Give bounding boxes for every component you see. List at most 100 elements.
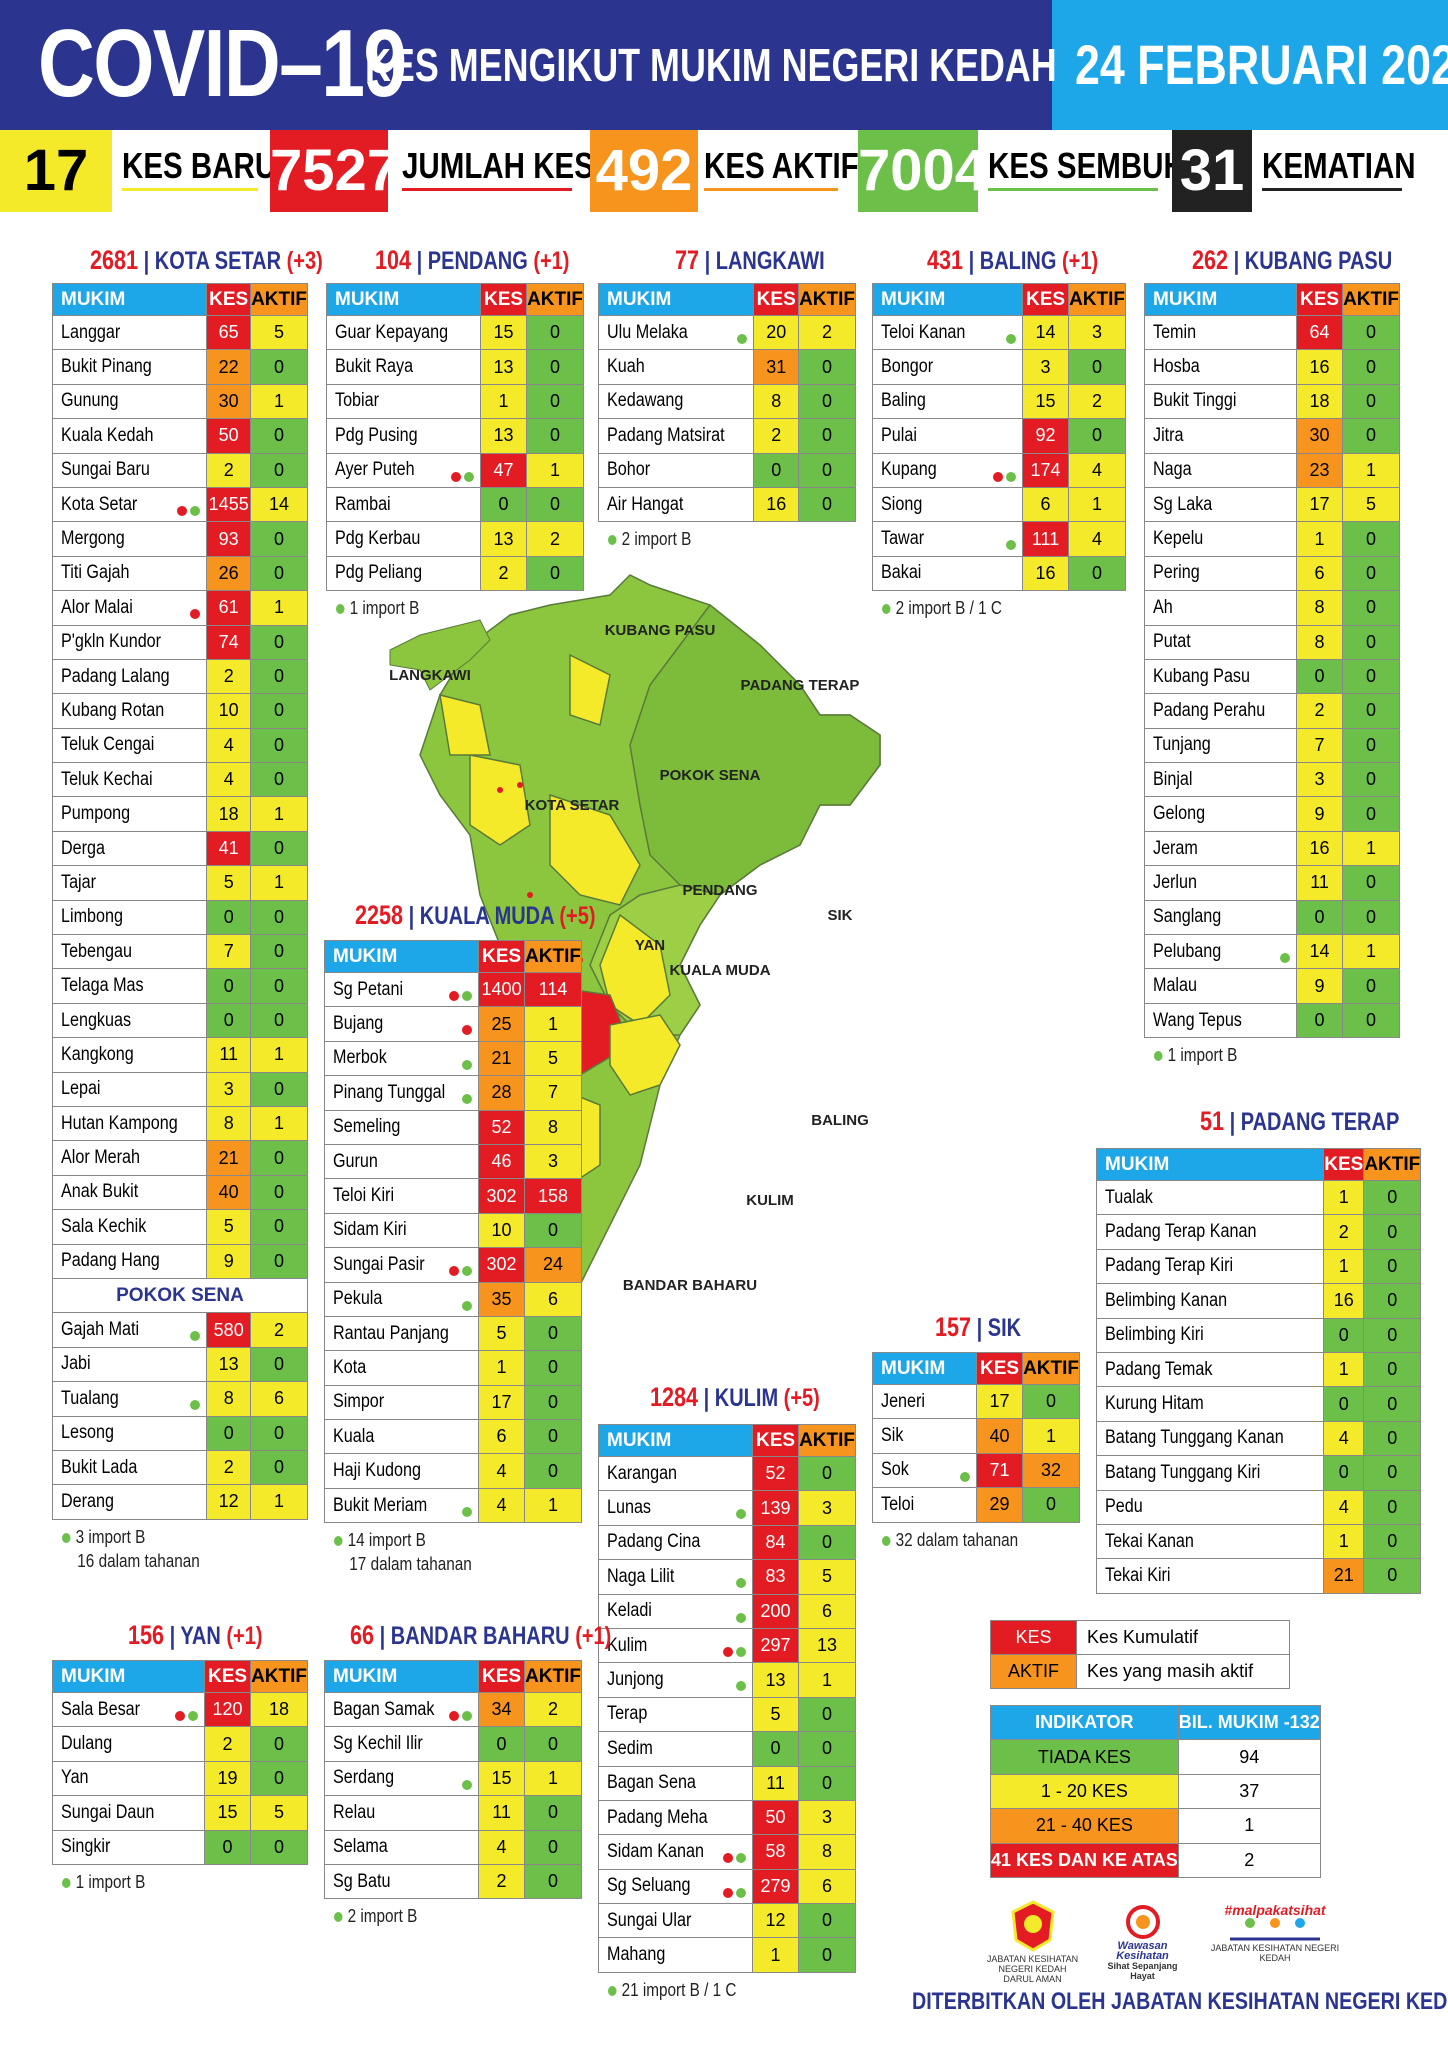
map-label: SIK [827, 907, 852, 924]
mukim-name-cell: Bukit Tinggi [1143, 383, 1298, 420]
status-dots [734, 328, 748, 344]
indicator-label: 21 - 40 KES [990, 1808, 1179, 1844]
table-row: Simpor 17 0 [323, 1384, 582, 1421]
mukim-name: Gelong [1153, 803, 1206, 825]
mukim-name-cell: Bagan Samak [323, 1691, 480, 1728]
mukim-name-cell: Mergong [51, 521, 208, 557]
note-text: 2 import B [347, 1906, 418, 1927]
mukim-name-cell: Padang Lalang [51, 658, 208, 695]
mukim-name-cell: Pdg Pusing [325, 418, 482, 454]
mukim-name: Relau [333, 1801, 376, 1823]
aktif-value: 0 [250, 1726, 308, 1762]
district-note: 2 import B [334, 1904, 417, 1928]
covid-title: COVID–19 [38, 10, 407, 117]
mukim-name-cell: Limbong [51, 899, 208, 936]
aktif-value: 1 [1068, 486, 1126, 523]
aktif-value: 0 [1363, 1283, 1422, 1319]
mukim-name-cell: Bakai [871, 555, 1024, 592]
aktif-value: 1 [524, 1760, 582, 1797]
mukim-name: Lunas [607, 1497, 652, 1519]
table-row: Pekula 35 6 [323, 1281, 582, 1317]
mukim-name: Tualang [61, 1387, 119, 1409]
mukim-table-kubang_pasu: MUKIM KES AKTIF Temin 64 0 Hosba 16 0 Bukit Tingg… [1143, 283, 1400, 1039]
aktif-value: 0 [250, 934, 308, 970]
mukim-name-cell: Rantau Panjang [323, 1315, 480, 1352]
mukim-name: Kota [333, 1356, 367, 1378]
coat-of-arms-icon [1010, 1900, 1055, 1952]
mukim-name: Kuah [607, 356, 645, 378]
kes-value: 1 [1323, 1179, 1365, 1216]
aktif-value: 1 [250, 590, 308, 626]
aktif-value: 0 [1363, 1489, 1422, 1525]
col-mukim: MUKIM [325, 283, 482, 316]
kes-value: 7 [206, 934, 252, 970]
aktif-value: 0 [1342, 521, 1400, 557]
mukim-name-cell: Bongor [871, 349, 1024, 385]
mukim-name: Tebengau [61, 940, 132, 962]
table-row: Telaga Mas 0 0 [51, 968, 308, 1004]
district-title-kulim: 1284 | KULIM (+5) [650, 1382, 820, 1413]
kes-value: 17 [976, 1383, 1024, 1420]
mukim-name-cell: Tebengau [51, 934, 208, 970]
report-date: 24 FEBRUARI 2021 [1075, 33, 1448, 96]
mukim-name: Bukit Pinang [61, 356, 152, 378]
mukim-name: Sg Seluang [607, 1875, 691, 1897]
mukim-name-cell: Bukit Raya [325, 349, 482, 385]
col-mukim: MUKIM [871, 283, 1024, 316]
table-row: Bagan Samak 34 2 [323, 1691, 582, 1728]
aktif-value: 0 [250, 968, 308, 1004]
mukim-name-cell: Temin [1143, 314, 1298, 351]
note-text: 1 import B [349, 598, 420, 619]
col-aktif: AKTIF [798, 283, 856, 316]
mukim-name-cell: Ulu Melaka [597, 314, 755, 351]
mukim-name-cell: Jitra [1143, 418, 1298, 454]
mukim-name: Sik [881, 1425, 904, 1447]
mukim-name-cell: Alor Malai [51, 590, 208, 626]
mukim-region [629, 603, 881, 896]
mukim-name-cell: Bukit Pinang [51, 349, 208, 385]
legend-aktif-label: AKTIF [990, 1654, 1077, 1689]
mukim-name-cell: Sok [871, 1452, 978, 1489]
stat-value-0: 17 [0, 130, 112, 212]
mukim-name: Padang Lalang [61, 665, 170, 687]
legend-kes-label: KES [990, 1620, 1077, 1655]
district-name: | PENDANG [416, 247, 528, 275]
wawasan-text: Wawasan Kesihatan [1116, 1940, 1169, 1962]
kes-value: 0 [478, 1726, 526, 1762]
aktif-value: 0 [1022, 1383, 1080, 1420]
col-kes: KES [1323, 1148, 1365, 1181]
aktif-value: 0 [524, 1419, 582, 1455]
mukim-name: Teluk Kechai [61, 768, 153, 790]
kes-value: 92 [1022, 418, 1070, 454]
mukim-name: Belimbing Kanan [1105, 1289, 1228, 1311]
district-title-yan: 156 | YAN (+1) [128, 1620, 262, 1651]
table-row: Sg Laka 17 5 [1143, 486, 1400, 523]
table-row: Bakai 16 0 [871, 555, 1126, 592]
table-row: Lunas 139 3 [597, 1490, 856, 1526]
col-kes: KES [206, 283, 252, 316]
mukim-name-cell: Ayer Puteh [325, 452, 482, 488]
table-row: Kurung Hitam 0 0 [1095, 1386, 1422, 1422]
map-label: KUALA MUDA [669, 962, 770, 979]
mukim-name: Jabi [61, 1353, 91, 1375]
kes-value: 13 [206, 1346, 252, 1383]
green-dot-icon [462, 1779, 473, 1790]
green-dot-icon [1006, 540, 1017, 551]
note-text: 2 import B [621, 529, 692, 550]
swirl-icon [1125, 1905, 1160, 1939]
status-dots [446, 1705, 473, 1721]
aktif-value: 0 [524, 1212, 582, 1249]
mukim-table-bandar_baharu: MUKIM KES AKTIF Bagan Samak 34 2 Sg Kechil Ili… [323, 1660, 582, 1900]
status-dots [733, 1503, 747, 1520]
mukim-table-langkawi: MUKIM KES AKTIF Ulu Melaka 20 2 Kuah 31 0 Kedawan… [597, 283, 856, 523]
date-banner [1052, 0, 1448, 130]
map-label: BANDAR BAHARU [623, 1277, 757, 1294]
mukim-name: Lengkuas [61, 1009, 132, 1031]
stat-value-3: 7004 [858, 130, 987, 212]
kes-value: 302 [478, 1178, 526, 1214]
aktif-value: 0 [524, 1795, 582, 1831]
mukim-name: Sg Laka [1153, 493, 1213, 515]
district-name: | KULIM [703, 1384, 779, 1412]
mukim-name-cell: Kubang Rotan [51, 693, 208, 729]
indicator-count: 2 [1177, 1842, 1321, 1878]
